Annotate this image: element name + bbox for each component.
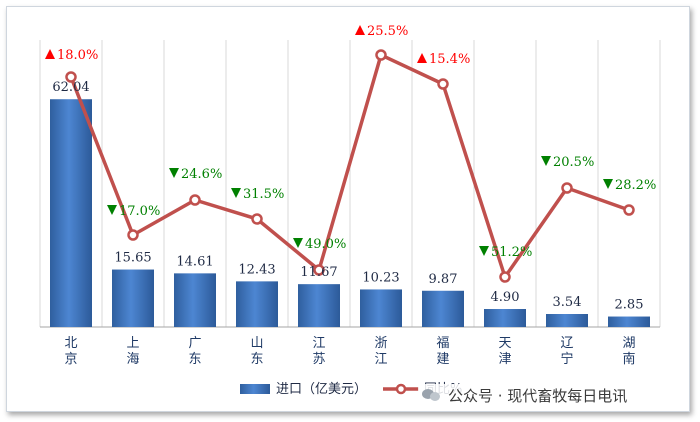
bar-value-label: 2.85	[615, 298, 644, 313]
yoy-label-0: 18.0%	[45, 48, 98, 63]
category-label: 东	[250, 352, 263, 367]
category-label: 江	[374, 352, 387, 367]
yoy-point-7	[499, 271, 511, 283]
yoy-value-label: 31.5%	[243, 187, 284, 202]
label-layer: 62.04北京15.65上海14.61广东12.43山东11.67江苏10.23…	[45, 24, 656, 367]
yoy-value-label: 20.5%	[553, 155, 594, 170]
bar-7	[484, 309, 526, 327]
yoy-value-label: 18.0%	[57, 48, 98, 63]
bar-5	[360, 289, 402, 327]
category-label: 福	[436, 336, 449, 351]
down-triangle-icon	[293, 238, 303, 248]
category-label: 辽	[560, 336, 573, 351]
yoy-value-label: 51.2%	[491, 245, 532, 260]
bar-value-label: 14.61	[176, 254, 213, 269]
legend-bar-label: 进口（亿美元）	[276, 382, 367, 397]
bar-value-label: 12.43	[238, 262, 275, 277]
yoy-value-label: 25.5%	[367, 24, 408, 39]
bar-0	[50, 99, 92, 327]
bar-value-label: 11.67	[300, 265, 337, 280]
up-triangle-icon	[355, 25, 365, 35]
category-label: 浙	[374, 336, 387, 351]
category-label: 江	[312, 336, 325, 351]
category-label: 广	[188, 336, 201, 351]
up-triangle-icon	[45, 49, 55, 59]
bar-1	[112, 269, 154, 327]
yoy-point-9	[623, 204, 635, 216]
up-triangle-icon	[417, 53, 427, 63]
bar-3	[236, 281, 278, 327]
yoy-value-label: 28.2%	[615, 178, 656, 193]
category-label: 天	[498, 336, 511, 351]
yoy-label-4: 49.0%	[293, 237, 346, 252]
yoy-label-1: 17.0%	[107, 204, 160, 219]
yoy-point-0	[65, 71, 77, 83]
down-triangle-icon	[479, 246, 489, 256]
yoy-line	[69, 53, 630, 279]
watermark: 公众号 · 现代畜牧每日电讯	[418, 384, 632, 406]
yoy-point-2	[189, 194, 201, 206]
chart-frame	[6, 6, 690, 412]
category-label: 北	[64, 336, 77, 351]
yoy-point-1	[127, 229, 139, 241]
bar-8	[546, 314, 588, 327]
yoy-value-label: 15.4%	[429, 52, 470, 67]
yoy-label-9: 28.2%	[603, 178, 656, 193]
yoy-label-3: 31.5%	[231, 187, 284, 202]
bar-value-label: 3.54	[553, 295, 582, 310]
category-label: 津	[498, 352, 511, 367]
bar-2	[174, 273, 216, 327]
category-label: 宁	[560, 351, 573, 367]
yoy-point-5	[375, 49, 387, 61]
down-triangle-icon	[231, 188, 241, 198]
bar-value-label: 62.04	[52, 80, 89, 95]
yoy-label-5: 25.5%	[355, 24, 408, 39]
yoy-point-4	[313, 264, 325, 276]
down-triangle-icon	[541, 156, 551, 166]
category-label: 建	[436, 352, 449, 367]
category-label: 湖	[622, 336, 635, 351]
yoy-point-6	[437, 78, 449, 90]
yoy-value-label: 17.0%	[119, 204, 160, 219]
yoy-value-label: 49.0%	[305, 237, 346, 252]
bar-value-label: 4.90	[491, 290, 520, 305]
yoy-label-7: 51.2%	[479, 245, 532, 260]
category-label: 上	[126, 336, 139, 351]
bar-4	[298, 284, 340, 327]
yoy-label-6: 15.4%	[417, 52, 470, 67]
yoy-label-8: 20.5%	[541, 155, 594, 170]
bar-value-label: 10.23	[362, 270, 399, 285]
yoy-label-2: 24.6%	[169, 167, 222, 182]
down-triangle-icon	[603, 179, 613, 189]
grid-layer	[39, 40, 661, 328]
bar-layer	[50, 99, 650, 327]
category-label: 京	[64, 352, 77, 367]
watermark-text: 公众号 · 现代畜牧每日电讯	[448, 386, 628, 405]
bar-6	[422, 290, 464, 327]
bar-9	[608, 316, 650, 327]
down-triangle-icon	[107, 205, 117, 215]
line-layer	[65, 49, 635, 283]
wechat-icon	[422, 387, 442, 403]
down-triangle-icon	[169, 168, 179, 178]
category-label: 海	[126, 352, 139, 367]
category-label: 苏	[312, 351, 325, 367]
legend-bar-swatch	[240, 384, 270, 394]
yoy-value-label: 24.6%	[181, 167, 222, 182]
category-label: 山	[250, 336, 263, 351]
category-label: 东	[188, 352, 201, 367]
bar-value-label: 15.65	[114, 251, 151, 266]
bar-value-label: 9.87	[429, 272, 458, 287]
yoy-point-3	[251, 213, 263, 225]
category-label: 南	[622, 351, 635, 367]
yoy-point-8	[561, 182, 573, 194]
legend-line-marker	[395, 383, 407, 395]
